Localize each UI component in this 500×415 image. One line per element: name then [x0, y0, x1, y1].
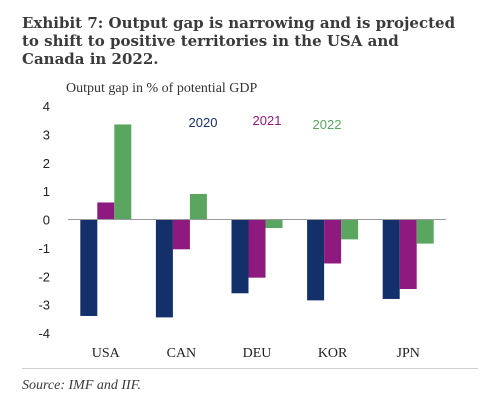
- bar-kor-2020: [307, 219, 325, 301]
- bar-deu-2020: [231, 219, 249, 294]
- y-tick-label: -1: [38, 241, 50, 256]
- source-note: Source: IMF and IIF.: [22, 378, 141, 393]
- legend-entry-2022: 2022: [313, 117, 342, 132]
- y-tick-label: 2: [43, 156, 50, 171]
- y-tick-label: 0: [43, 213, 50, 228]
- y-axis-label: Output gap in % of potential GDP: [66, 81, 258, 96]
- bar-deu-2021: [248, 219, 266, 278]
- bar-can-2021: [172, 219, 190, 250]
- y-tick-label: -3: [38, 298, 50, 313]
- y-tick-label: 1: [43, 184, 50, 199]
- bar-kor-2021: [324, 219, 342, 264]
- legend-entry-2020: 2020: [189, 115, 218, 130]
- category-label-deu: DEU: [243, 346, 272, 361]
- legend-entry-2021: 2021: [253, 113, 282, 128]
- y-tick-labels: 4 3 2 1 0 -1 -2 -3 -4: [38, 99, 50, 341]
- category-label-usa: USA: [92, 346, 121, 361]
- y-tick-label: 3: [43, 127, 50, 142]
- bar-jpn-2020: [382, 219, 400, 299]
- bar-usa-2021: [97, 202, 115, 220]
- y-tick-label: -2: [38, 269, 50, 284]
- bars: [80, 124, 434, 318]
- y-tick-label: 4: [43, 99, 50, 114]
- bar-deu-2022: [265, 219, 283, 229]
- bar-usa-2022: [114, 124, 132, 220]
- category-labels: USA CAN DEU KOR JPN: [92, 346, 420, 361]
- bottom-divider: [22, 368, 478, 369]
- bar-usa-2020: [80, 219, 98, 316]
- bar-can-2020: [155, 219, 173, 318]
- chart-title: Exhibit 7: Output gap is narrowing and i…: [22, 14, 456, 68]
- bar-jpn-2021: [399, 219, 417, 290]
- category-label-can: CAN: [167, 346, 197, 361]
- y-tick-label: -4: [38, 326, 50, 341]
- legend: 2020 2021 2022: [189, 113, 342, 132]
- bar-can-2022: [189, 193, 207, 220]
- category-label-jpn: JPN: [397, 346, 420, 361]
- category-label-kor: KOR: [318, 346, 348, 361]
- bar-jpn-2022: [416, 219, 434, 244]
- bar-kor-2022: [341, 219, 359, 240]
